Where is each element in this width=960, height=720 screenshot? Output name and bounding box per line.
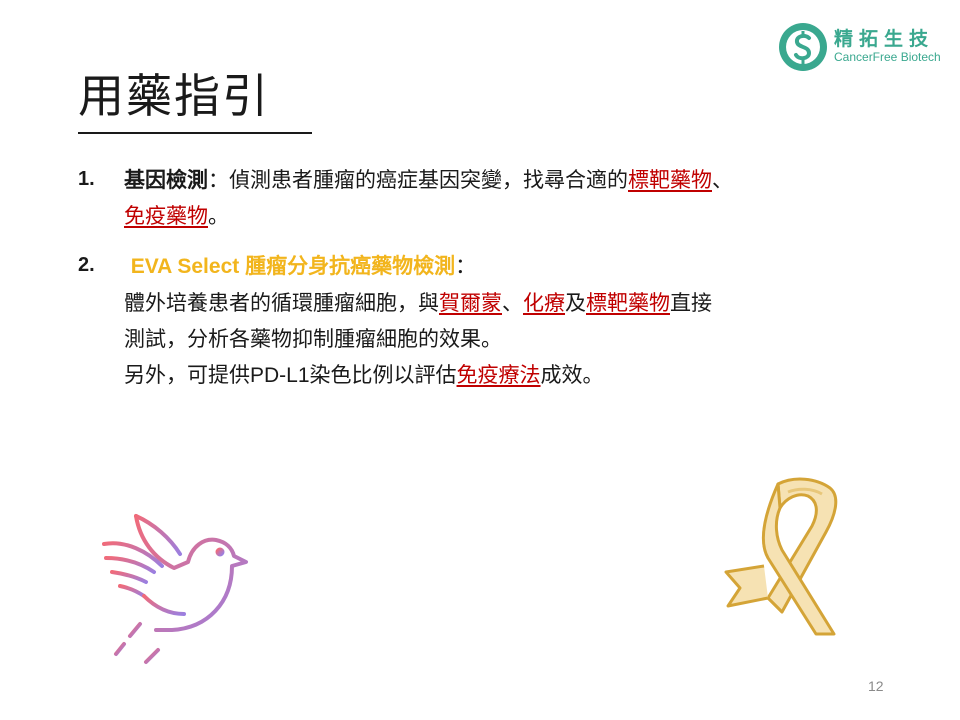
logo-mark-icon xyxy=(779,23,827,71)
awareness-ribbon-icon xyxy=(724,477,838,636)
item-2-line-3: 另外，可提供PD-L1染色比例以評估免疫療法成效。 xyxy=(124,357,712,394)
item-2-heading-line: EVA Select 腫瘤分身抗癌藥物檢測： xyxy=(124,248,712,285)
item-2-colon: ： xyxy=(455,254,477,278)
item-2-line-1-end: 直接 xyxy=(670,291,712,315)
item-2-line-3-b: 染色比例以評估 xyxy=(309,363,457,387)
item-1-heading: 基因檢測 xyxy=(124,168,208,192)
item-1-colon: ： xyxy=(208,168,229,192)
item-2-heading-latin: EVA Select xyxy=(130,255,246,278)
item-1-separator: 、 xyxy=(712,168,733,192)
logo-chinese-name: 精拓生技 xyxy=(834,28,935,50)
item-2-line-3-a: 另外，可提供 xyxy=(124,363,250,387)
targeted-drug-link-2[interactable]: 標靶藥物 xyxy=(586,291,670,315)
pd-l1-text: PD-L1 xyxy=(250,364,310,387)
item-2-line-2: 測試，分析各藥物抑制腫瘤細胞的效果。 xyxy=(124,327,502,351)
company-logo: 精拓生技 CancerFree Biotech xyxy=(776,20,946,72)
item-2-line-1-text: 體外培養患者的循環腫瘤細胞，與 xyxy=(124,291,439,315)
slide-title: 用藥指引 xyxy=(78,69,270,123)
item-2-line-3-end: 成效。 xyxy=(540,363,604,387)
item-2-number: 2. xyxy=(78,254,95,276)
item-1: 基因檢測：偵測患者腫瘤的癌症基因突變，找尋合適的標靶藥物、 免疫藥物。 xyxy=(124,162,733,234)
item-2-and: 及 xyxy=(565,291,586,315)
item-1-text: 偵測患者腫瘤的癌症基因突變，找尋合適的 xyxy=(229,168,628,192)
item-2-heading-cn: 腫瘤分身抗癌藥物檢測 xyxy=(245,254,456,278)
chemo-link[interactable]: 化療 xyxy=(523,291,565,315)
logo-english-name: CancerFree Biotech xyxy=(834,50,941,64)
item-2-separator: 、 xyxy=(502,291,523,315)
item-1-end: 。 xyxy=(208,204,229,228)
item-2: EVA Select 腫瘤分身抗癌藥物檢測： 體外培養患者的循環腫瘤細胞，與賀爾… xyxy=(124,248,712,394)
targeted-drug-link[interactable]: 標靶藥物 xyxy=(628,168,712,192)
item-1-line-1: 基因檢測：偵測患者腫瘤的癌症基因突變，找尋合適的標靶藥物、 xyxy=(124,162,733,198)
immuno-drug-link[interactable]: 免疫藥物 xyxy=(124,204,208,228)
item-1-number: 1. xyxy=(78,168,95,190)
dove-icon xyxy=(102,514,248,664)
page-number: 12 xyxy=(868,678,884,694)
hormone-link[interactable]: 賀爾蒙 xyxy=(439,291,502,315)
title-underline xyxy=(78,132,312,134)
immunotherapy-link[interactable]: 免疫療法 xyxy=(456,363,541,387)
item-1-line-2: 免疫藥物。 xyxy=(124,198,733,234)
item-2-line-1: 體外培養患者的循環腫瘤細胞，與賀爾蒙、化療及標靶藥物直接 xyxy=(124,285,712,321)
